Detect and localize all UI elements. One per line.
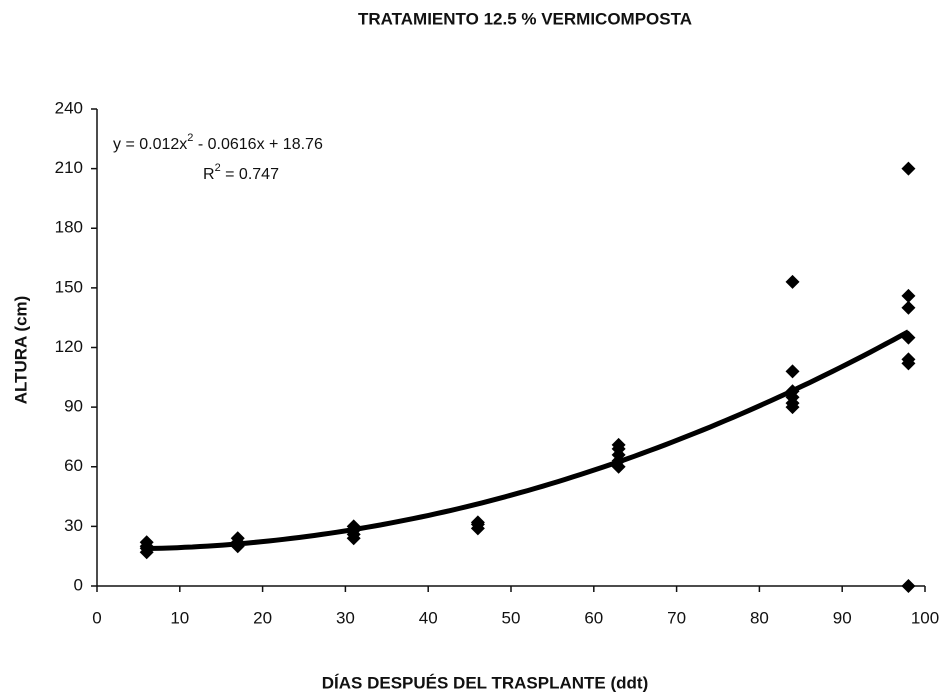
y-axis-title: ALTURA (cm) [11,296,30,405]
data-point [901,288,916,303]
y-tick-label: 240 [55,98,83,117]
x-tick-label: 90 [833,608,852,627]
x-tick-label: 70 [667,608,686,627]
y-tick-label: 180 [55,218,83,237]
r-squared: R2 = 0.747 [203,162,279,183]
trend-equation: y = 0.012x2 - 0.0616x + 18.76 [113,132,323,153]
x-tick-label: 40 [419,608,438,627]
data-point [901,330,916,345]
data-point [785,364,800,379]
data-point [785,384,800,399]
data-point [230,531,245,546]
y-tick-label: 150 [55,277,83,296]
data-point [901,352,916,367]
x-tick-label: 100 [911,608,939,627]
x-tick-label: 60 [584,608,603,627]
data-point [901,300,916,315]
x-tick-label: 0 [92,608,101,627]
chart-title: TRATAMIENTO 12.5 % VERMICOMPOSTA [358,9,692,28]
data-point [901,579,916,593]
y-tick-label: 90 [64,397,83,416]
x-tick-label: 10 [170,608,189,627]
data-point [346,519,361,534]
x-tick-label: 20 [253,608,272,627]
x-tick-label: 50 [502,608,521,627]
data-point [901,161,916,176]
x-tick-label: 30 [336,608,355,627]
data-point [470,515,485,530]
y-tick-label: 210 [55,158,83,177]
y-tick-label: 120 [55,337,83,356]
x-axis-title: DÍAS DESPUÉS DEL TRASPLANTE (ddt) [322,673,648,692]
y-tick-label: 30 [64,516,83,535]
data-point [611,437,626,452]
trendline [146,329,910,552]
y-tick-label: 60 [64,456,83,475]
x-tick-label: 80 [750,608,769,627]
data-point [785,274,800,289]
y-tick-label: 0 [74,575,83,594]
data-point [139,535,154,550]
